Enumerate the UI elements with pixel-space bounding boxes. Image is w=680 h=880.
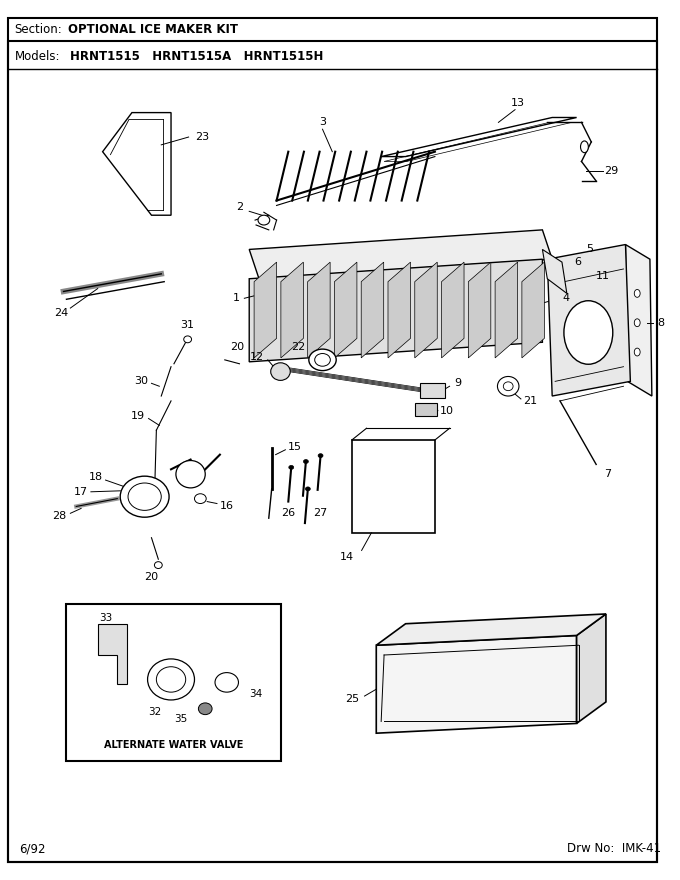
Text: Section:: Section: — [15, 23, 63, 36]
Bar — [415, 403, 437, 415]
Ellipse shape — [498, 377, 519, 396]
Ellipse shape — [634, 290, 640, 297]
Text: 30: 30 — [135, 377, 148, 386]
Polygon shape — [249, 230, 552, 279]
Text: 9: 9 — [454, 378, 462, 388]
Ellipse shape — [634, 348, 640, 356]
Text: 10: 10 — [440, 406, 454, 415]
Text: 22: 22 — [290, 342, 305, 352]
Ellipse shape — [258, 216, 270, 225]
Text: 16: 16 — [220, 502, 234, 511]
Text: 3: 3 — [319, 117, 326, 128]
Polygon shape — [361, 262, 384, 358]
Polygon shape — [469, 262, 491, 358]
Text: 24: 24 — [54, 308, 68, 318]
Polygon shape — [626, 245, 652, 396]
Polygon shape — [381, 118, 577, 157]
Polygon shape — [281, 262, 303, 358]
Ellipse shape — [305, 487, 310, 491]
Ellipse shape — [289, 466, 294, 469]
Bar — [67, 605, 282, 760]
Ellipse shape — [271, 363, 290, 380]
Ellipse shape — [148, 659, 194, 700]
Text: 8: 8 — [657, 318, 664, 327]
Text: 2: 2 — [236, 202, 243, 212]
Text: 5: 5 — [586, 245, 594, 254]
Ellipse shape — [318, 454, 323, 458]
Text: 7: 7 — [605, 469, 611, 480]
Bar — [420, 384, 445, 398]
Polygon shape — [415, 262, 437, 358]
Ellipse shape — [215, 672, 239, 693]
Polygon shape — [376, 614, 606, 645]
Ellipse shape — [309, 349, 336, 370]
Text: 20: 20 — [144, 572, 158, 582]
Polygon shape — [495, 262, 517, 358]
Text: 29: 29 — [604, 166, 618, 176]
Polygon shape — [103, 113, 171, 216]
Text: 32: 32 — [148, 707, 161, 716]
Ellipse shape — [194, 494, 206, 503]
Polygon shape — [522, 262, 545, 358]
Text: 18: 18 — [88, 473, 103, 482]
Text: 11: 11 — [596, 271, 610, 281]
Ellipse shape — [176, 460, 205, 488]
Text: Drw No:  IMK-41: Drw No: IMK-41 — [567, 842, 661, 855]
Text: 4: 4 — [562, 293, 569, 304]
Text: 35: 35 — [174, 714, 188, 723]
Text: 12: 12 — [250, 352, 264, 362]
Text: 1: 1 — [233, 293, 239, 304]
Text: 13: 13 — [511, 98, 525, 108]
Text: 33: 33 — [99, 612, 112, 623]
Ellipse shape — [199, 703, 212, 715]
Text: 6: 6 — [575, 257, 581, 268]
Ellipse shape — [120, 476, 169, 517]
Ellipse shape — [303, 459, 308, 464]
Polygon shape — [249, 260, 543, 362]
Text: 34: 34 — [249, 689, 262, 699]
Polygon shape — [388, 262, 411, 358]
Ellipse shape — [634, 319, 640, 326]
Polygon shape — [335, 262, 357, 358]
Polygon shape — [543, 249, 567, 293]
Text: 6/92: 6/92 — [20, 842, 46, 855]
Text: 14: 14 — [340, 553, 354, 562]
Text: 31: 31 — [181, 319, 194, 330]
Text: 28: 28 — [52, 511, 67, 521]
Polygon shape — [254, 262, 277, 358]
Text: 25: 25 — [345, 694, 360, 704]
Text: 19: 19 — [131, 411, 145, 421]
Text: HRNT1515   HRNT1515A   HRNT1515H: HRNT1515 HRNT1515A HRNT1515H — [70, 50, 324, 63]
Ellipse shape — [154, 561, 163, 568]
Text: 27: 27 — [313, 509, 328, 518]
Text: OPTIONAL ICE MAKER KIT: OPTIONAL ICE MAKER KIT — [69, 23, 239, 36]
Polygon shape — [307, 262, 330, 358]
Text: ALTERNATE WATER VALVE: ALTERNATE WATER VALVE — [104, 740, 243, 750]
Polygon shape — [352, 440, 435, 533]
Text: 15: 15 — [288, 442, 303, 451]
Text: 26: 26 — [282, 509, 295, 518]
Polygon shape — [98, 624, 127, 685]
Polygon shape — [577, 614, 606, 723]
Ellipse shape — [581, 141, 588, 152]
Text: 23: 23 — [195, 132, 209, 142]
Text: 20: 20 — [230, 342, 244, 352]
Text: Models:: Models: — [15, 50, 60, 63]
Text: 21: 21 — [523, 396, 537, 406]
Ellipse shape — [184, 336, 192, 342]
Polygon shape — [376, 635, 577, 733]
Polygon shape — [547, 245, 630, 396]
Ellipse shape — [564, 301, 613, 364]
Text: 17: 17 — [74, 487, 88, 497]
Polygon shape — [441, 262, 464, 358]
